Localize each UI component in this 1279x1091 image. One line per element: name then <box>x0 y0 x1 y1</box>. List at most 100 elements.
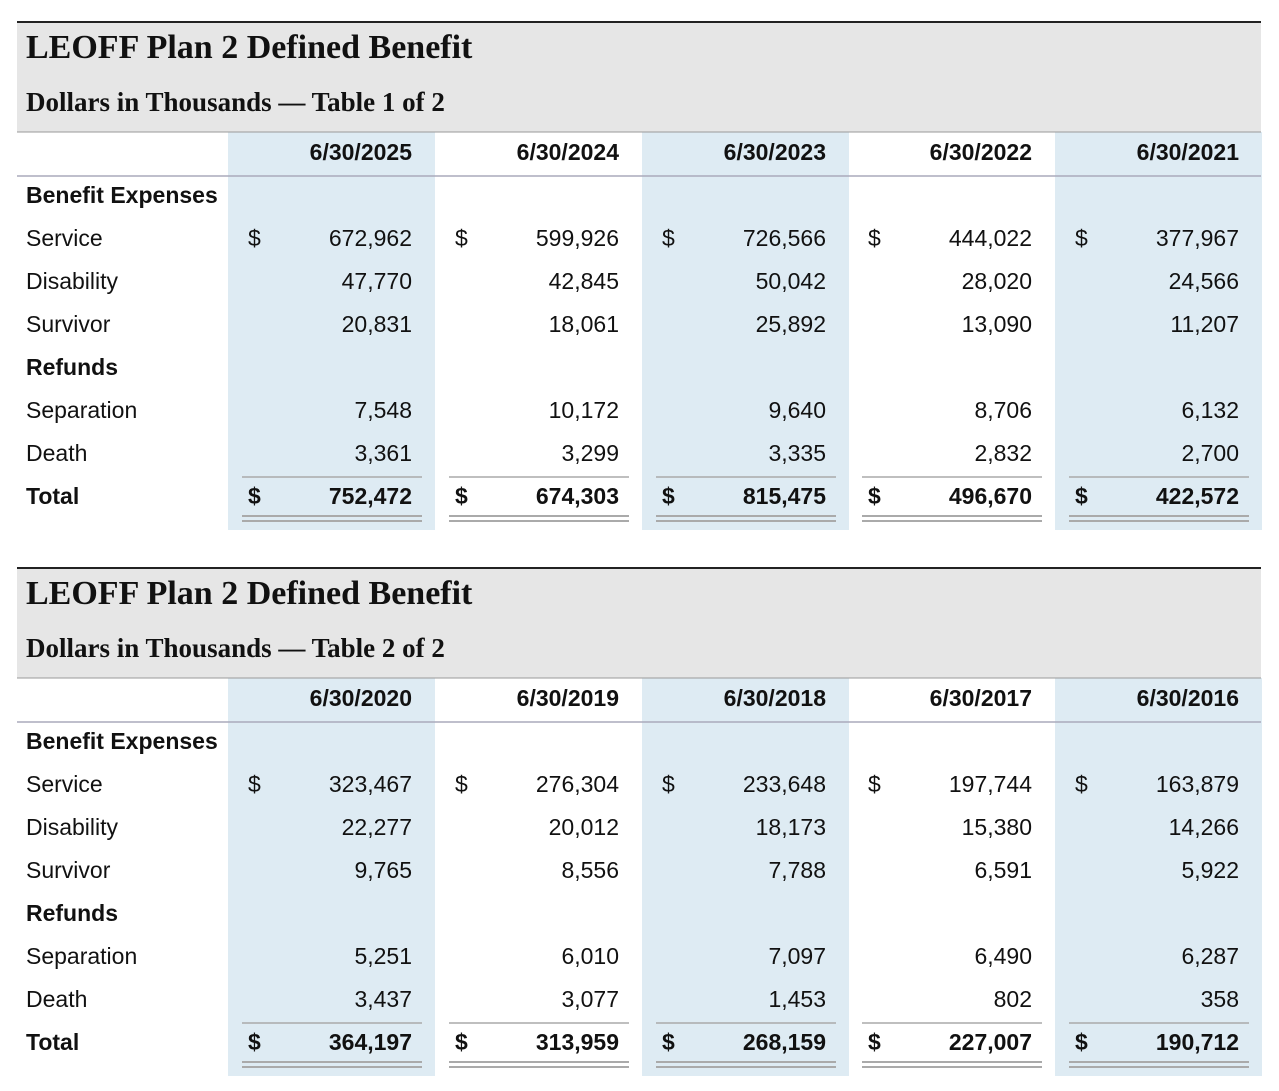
cell-value: 815,475 <box>743 483 826 509</box>
currency-symbol: $ <box>455 483 468 509</box>
cell-value: 6,591 <box>974 857 1032 883</box>
header-band <box>17 568 1261 678</box>
row-label: Disability <box>26 814 119 840</box>
table-subtitle: Dollars in Thousands — Table 1 of 2 <box>26 87 445 117</box>
cell-value: 28,020 <box>962 268 1032 294</box>
cell-value: 163,879 <box>1156 771 1239 797</box>
currency-symbol: $ <box>1075 1029 1088 1055</box>
cell-value: 2,700 <box>1181 440 1239 466</box>
cell-value: 7,788 <box>768 857 826 883</box>
cell-value: 9,640 <box>768 397 826 423</box>
section-heading: Benefit Expenses <box>26 728 218 754</box>
cell-value: 364,197 <box>329 1029 412 1055</box>
cell-value: 6,287 <box>1181 943 1239 969</box>
cell-value: 672,962 <box>329 225 412 251</box>
row-label: Total <box>26 483 79 509</box>
cell-value: 13,090 <box>962 311 1032 337</box>
cell-value: 18,173 <box>756 814 826 840</box>
currency-symbol: $ <box>248 1029 261 1055</box>
cell-value: 20,831 <box>342 311 412 337</box>
cell-value: 6,490 <box>974 943 1032 969</box>
row-label: Service <box>26 225 103 251</box>
cell-value: 599,926 <box>536 225 619 251</box>
cell-value: 444,022 <box>949 225 1032 251</box>
currency-symbol: $ <box>248 225 261 251</box>
cell-value: 8,556 <box>561 857 619 883</box>
table-title: LEOFF Plan 2 Defined Benefit <box>26 575 473 612</box>
column-shade <box>1055 132 1262 530</box>
currency-symbol: $ <box>248 483 261 509</box>
cell-value: 3,361 <box>354 440 412 466</box>
column-header: 6/30/2018 <box>724 685 827 711</box>
cell-value: 42,845 <box>549 268 619 294</box>
currency-symbol: $ <box>455 771 468 797</box>
row-label: Disability <box>26 268 119 294</box>
column-header: 6/30/2023 <box>724 139 826 165</box>
cell-value: 24,566 <box>1169 268 1239 294</box>
row-label: Death <box>26 440 87 466</box>
cell-value: 674,303 <box>536 483 619 509</box>
row-label: Separation <box>26 397 137 423</box>
cell-value: 496,670 <box>949 483 1032 509</box>
currency-symbol: $ <box>868 483 881 509</box>
cell-value: 8,706 <box>974 397 1032 423</box>
cell-value: 3,437 <box>354 986 412 1012</box>
column-shade <box>1055 678 1262 1076</box>
cell-value: 15,380 <box>962 814 1032 840</box>
cell-value: 10,172 <box>549 397 619 423</box>
cell-value: 6,010 <box>561 943 619 969</box>
cell-value: 377,967 <box>1156 225 1239 251</box>
cell-value: 3,335 <box>768 440 826 466</box>
currency-symbol: $ <box>455 225 468 251</box>
cell-value: 5,922 <box>1181 857 1239 883</box>
cell-value: 323,467 <box>329 771 412 797</box>
currency-symbol: $ <box>1075 483 1088 509</box>
column-header: 6/30/2021 <box>1137 139 1240 165</box>
cell-value: 47,770 <box>342 268 412 294</box>
cell-value: 276,304 <box>536 771 619 797</box>
column-header: 6/30/2016 <box>1137 685 1239 711</box>
row-label: Total <box>26 1029 79 1055</box>
currency-symbol: $ <box>1075 225 1088 251</box>
column-shade <box>228 132 435 530</box>
column-shade <box>228 678 435 1076</box>
cell-value: 7,097 <box>768 943 826 969</box>
cell-value: 22,277 <box>342 814 412 840</box>
column-shade <box>642 132 849 530</box>
cell-value: 227,007 <box>949 1029 1032 1055</box>
section-heading: Refunds <box>26 900 118 926</box>
row-label: Death <box>26 986 87 1012</box>
column-shade <box>642 678 849 1076</box>
currency-symbol: $ <box>662 483 675 509</box>
cell-value: 18,061 <box>549 311 619 337</box>
currency-symbol: $ <box>662 771 675 797</box>
table-title: LEOFF Plan 2 Defined Benefit <box>26 29 473 66</box>
cell-value: 20,012 <box>549 814 619 840</box>
column-header: 6/30/2019 <box>517 685 619 711</box>
cell-value: 6,132 <box>1181 397 1239 423</box>
row-label: Survivor <box>26 857 111 883</box>
cell-value: 233,648 <box>743 771 826 797</box>
header-band <box>17 22 1261 132</box>
cell-value: 802 <box>994 986 1032 1012</box>
cell-value: 2,832 <box>974 440 1032 466</box>
cell-value: 25,892 <box>756 311 826 337</box>
column-header: 6/30/2017 <box>930 685 1032 711</box>
table-subtitle: Dollars in Thousands — Table 2 of 2 <box>26 633 445 663</box>
cell-value: 5,251 <box>354 943 412 969</box>
currency-symbol: $ <box>868 771 881 797</box>
column-header: 6/30/2024 <box>517 139 620 165</box>
cell-value: 358 <box>1201 986 1239 1012</box>
row-label: Survivor <box>26 311 111 337</box>
currency-symbol: $ <box>868 1029 881 1055</box>
cell-value: 14,266 <box>1169 814 1239 840</box>
cell-value: 197,744 <box>949 771 1032 797</box>
cell-value: 726,566 <box>743 225 826 251</box>
row-label: Service <box>26 771 103 797</box>
currency-symbol: $ <box>455 1029 468 1055</box>
cell-value: 422,572 <box>1156 483 1239 509</box>
currency-symbol: $ <box>662 1029 675 1055</box>
section-heading: Benefit Expenses <box>26 182 218 208</box>
